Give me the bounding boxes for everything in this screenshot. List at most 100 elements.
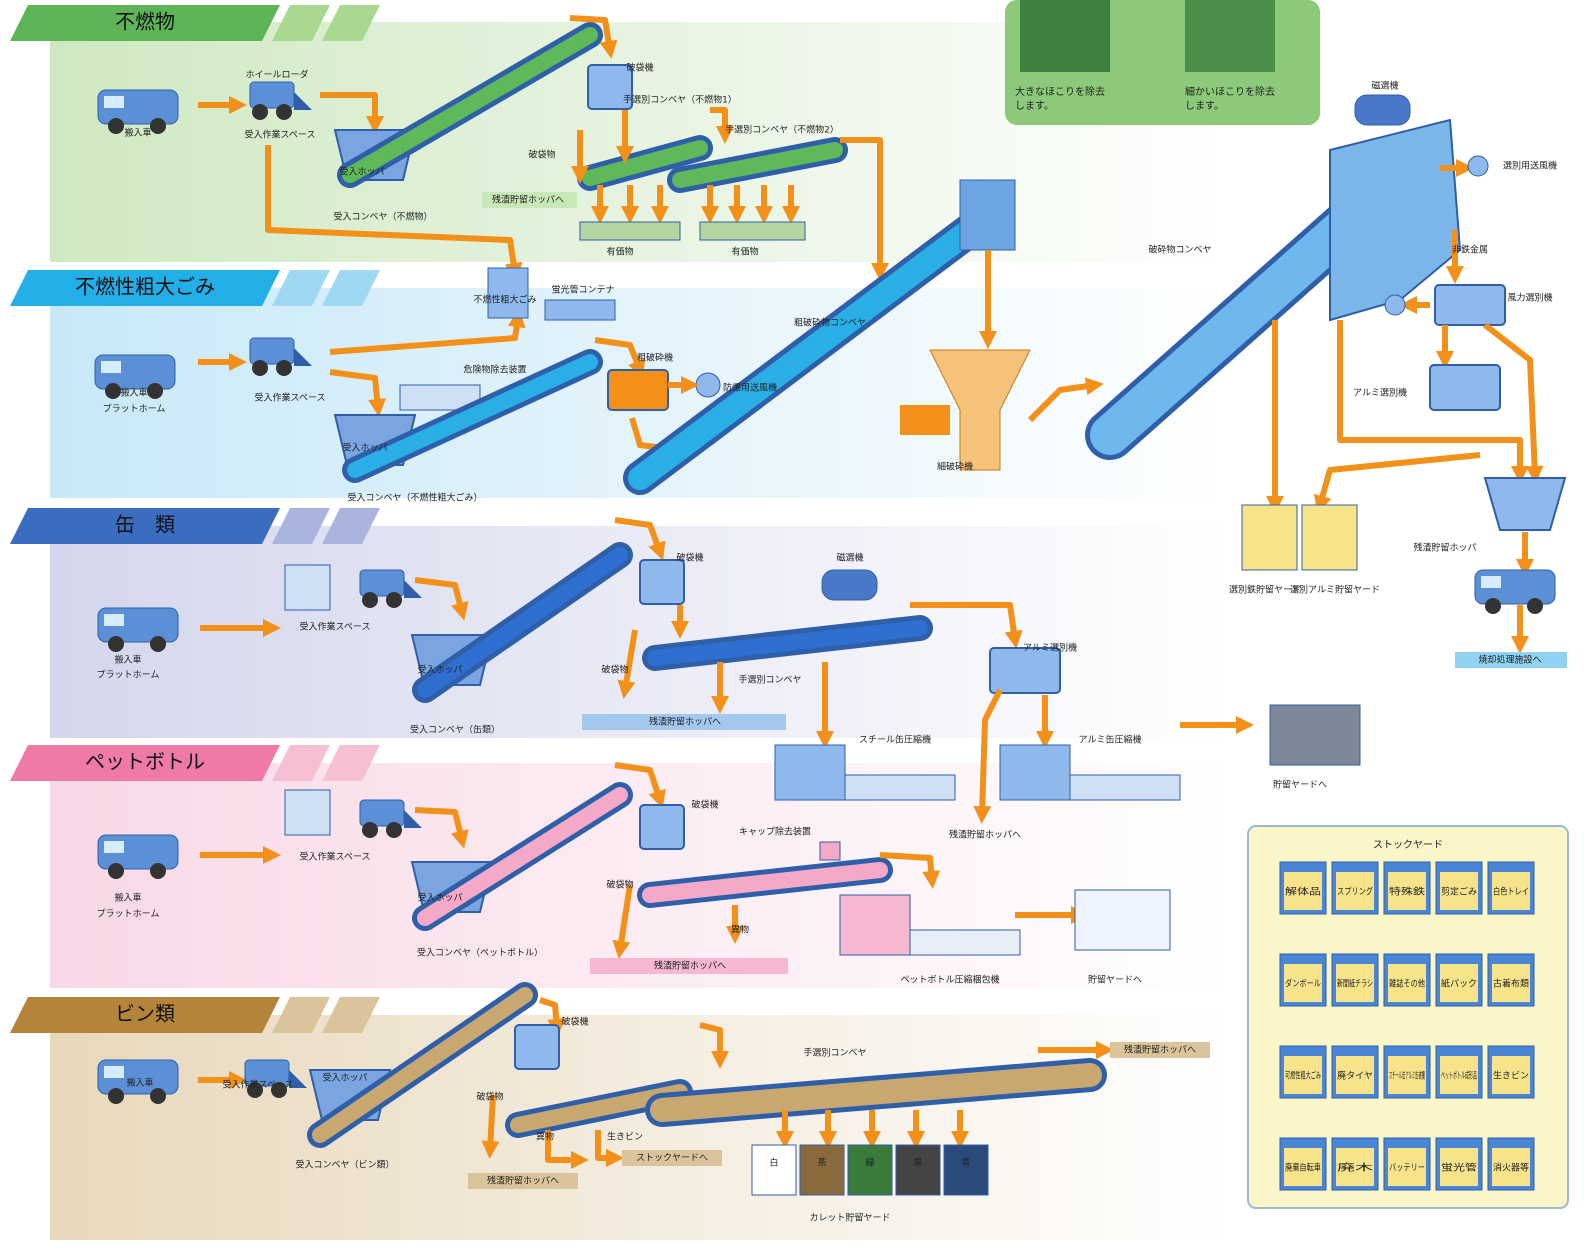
process-label: 残渣貯留ホッパへ xyxy=(949,829,1021,841)
block xyxy=(752,1145,796,1195)
fan xyxy=(1385,295,1405,315)
wheel xyxy=(108,636,124,652)
process-label: 残渣貯留ホッパへ xyxy=(654,960,726,972)
process-label: 生きビン xyxy=(607,1131,643,1143)
process-label: 受入作業スペース xyxy=(223,1079,294,1091)
section-title: ペットボトル xyxy=(85,750,205,774)
wheel xyxy=(108,118,124,134)
block xyxy=(848,1145,892,1195)
stock-label: 廃棄自転車 xyxy=(1285,1162,1321,1174)
process-label: 受入作業スペース xyxy=(300,621,371,633)
machine xyxy=(608,370,668,410)
block xyxy=(1270,705,1360,765)
block xyxy=(1302,505,1357,570)
stock-label: 古着布類 xyxy=(1493,978,1529,990)
wheel xyxy=(276,104,292,120)
wheel xyxy=(150,636,166,652)
machine xyxy=(990,648,1060,693)
process-label: 受入ホッパ xyxy=(417,664,462,676)
machine xyxy=(640,805,684,849)
process-label: 黒 xyxy=(913,1158,922,1169)
process-label: 防爆用送風機 xyxy=(723,382,777,394)
process-label: 茶 xyxy=(817,1157,826,1169)
process-label: 受入ホッパ xyxy=(417,892,462,904)
wheel xyxy=(386,822,402,838)
block xyxy=(580,222,680,240)
process-label: プラットホーム xyxy=(103,404,166,415)
wheel xyxy=(362,592,378,608)
process-label: 破袋機 xyxy=(691,799,718,811)
section-title: 不燃性粗大ごみ xyxy=(75,275,215,299)
wheel xyxy=(1527,598,1543,614)
process-label: 受入コンベヤ（不燃物） xyxy=(333,211,432,223)
machine xyxy=(640,560,684,604)
section-title: 不燃物 xyxy=(115,10,175,34)
stock-label: 消火器等 xyxy=(1493,1162,1529,1174)
stock-label: 蛍光管 xyxy=(1441,1162,1477,1174)
process-label: 破袋物 xyxy=(476,1091,503,1103)
truck-window xyxy=(1481,576,1501,588)
process-label: 搬入車 xyxy=(126,1077,153,1089)
section-title: ビン類 xyxy=(115,1002,175,1026)
process-label: 受入ホッパ xyxy=(339,166,384,178)
magnet xyxy=(1355,95,1410,125)
process-label: 有価物 xyxy=(606,246,633,258)
process-label: 受入ホッパ xyxy=(342,442,387,454)
process-label: 受入コンベヤ（ビン類） xyxy=(295,1159,394,1171)
label: します。 xyxy=(1185,100,1224,112)
lane-background xyxy=(50,526,1230,738)
process-label: 受入コンベヤ（不燃性粗大ごみ） xyxy=(347,492,482,504)
truck-window xyxy=(104,1066,124,1078)
block xyxy=(1075,890,1170,950)
flow-arrow xyxy=(1320,455,1480,505)
process-label: 受入ホッパ xyxy=(322,1072,367,1084)
process-label: 磁選機 xyxy=(1371,80,1398,92)
stock-label: 解体品 xyxy=(1285,886,1321,898)
wheel xyxy=(150,863,166,879)
stock-label: ペットボトル成形品 xyxy=(1441,1070,1477,1082)
section-title: 缶 類 xyxy=(115,513,175,537)
truck-window xyxy=(104,614,124,626)
process-label: アルミ選別機 xyxy=(1023,642,1077,654)
wheel xyxy=(1485,598,1501,614)
stock-label: 生きビン xyxy=(1493,1070,1529,1082)
wheel xyxy=(252,104,268,120)
process-label: ホイールローダ xyxy=(245,69,308,81)
process-label: アルミ選別機 xyxy=(1353,387,1407,399)
process-label: 受入作業スペース xyxy=(245,129,316,141)
stock-label: スチール缶アルミ缶被覆 xyxy=(1389,1070,1425,1082)
process-label: 粗破砕機 xyxy=(637,352,673,364)
process-label: ペットボトル圧縮梱包機 xyxy=(900,974,999,986)
stock-label: スプリング xyxy=(1337,886,1373,898)
process-label: 風力選別機 xyxy=(1507,292,1552,304)
block xyxy=(944,1145,988,1195)
process-label: 手選別コンベヤ xyxy=(803,1047,866,1059)
block xyxy=(545,300,615,320)
block xyxy=(1070,775,1180,800)
process-label: 受入コンベヤ（ペットボトル） xyxy=(417,947,543,959)
process-label: 搬入車 xyxy=(114,654,141,666)
stockyard-title: ストックヤード xyxy=(1373,839,1443,851)
stock-label: 廃木 xyxy=(1337,1162,1373,1174)
wheel xyxy=(105,383,121,399)
process-label: 受入コンベヤ（缶類） xyxy=(410,724,500,736)
process-label: 異物 xyxy=(536,1131,554,1143)
background xyxy=(10,5,1230,1240)
truck-window xyxy=(104,96,124,108)
wheel xyxy=(108,863,124,879)
wheel xyxy=(108,1088,124,1104)
process-label: 不燃性粗大ごみ xyxy=(473,294,536,306)
wheel xyxy=(252,360,268,376)
magnet xyxy=(822,570,877,600)
wheel xyxy=(386,592,402,608)
conveyor-head xyxy=(960,180,1015,250)
process-label: 手選別コンベヤ xyxy=(738,674,801,686)
process-label: 破袋機 xyxy=(626,62,653,74)
process-label: 手選別コンベヤ（不燃物1） xyxy=(623,94,737,106)
block xyxy=(840,895,910,955)
stock-label: 可燃性粗大ごみ xyxy=(1285,1070,1321,1082)
photo xyxy=(1185,0,1275,72)
truck-window xyxy=(101,361,121,373)
wheel xyxy=(276,360,292,376)
stock-label: 雑誌その他 xyxy=(1389,978,1425,990)
